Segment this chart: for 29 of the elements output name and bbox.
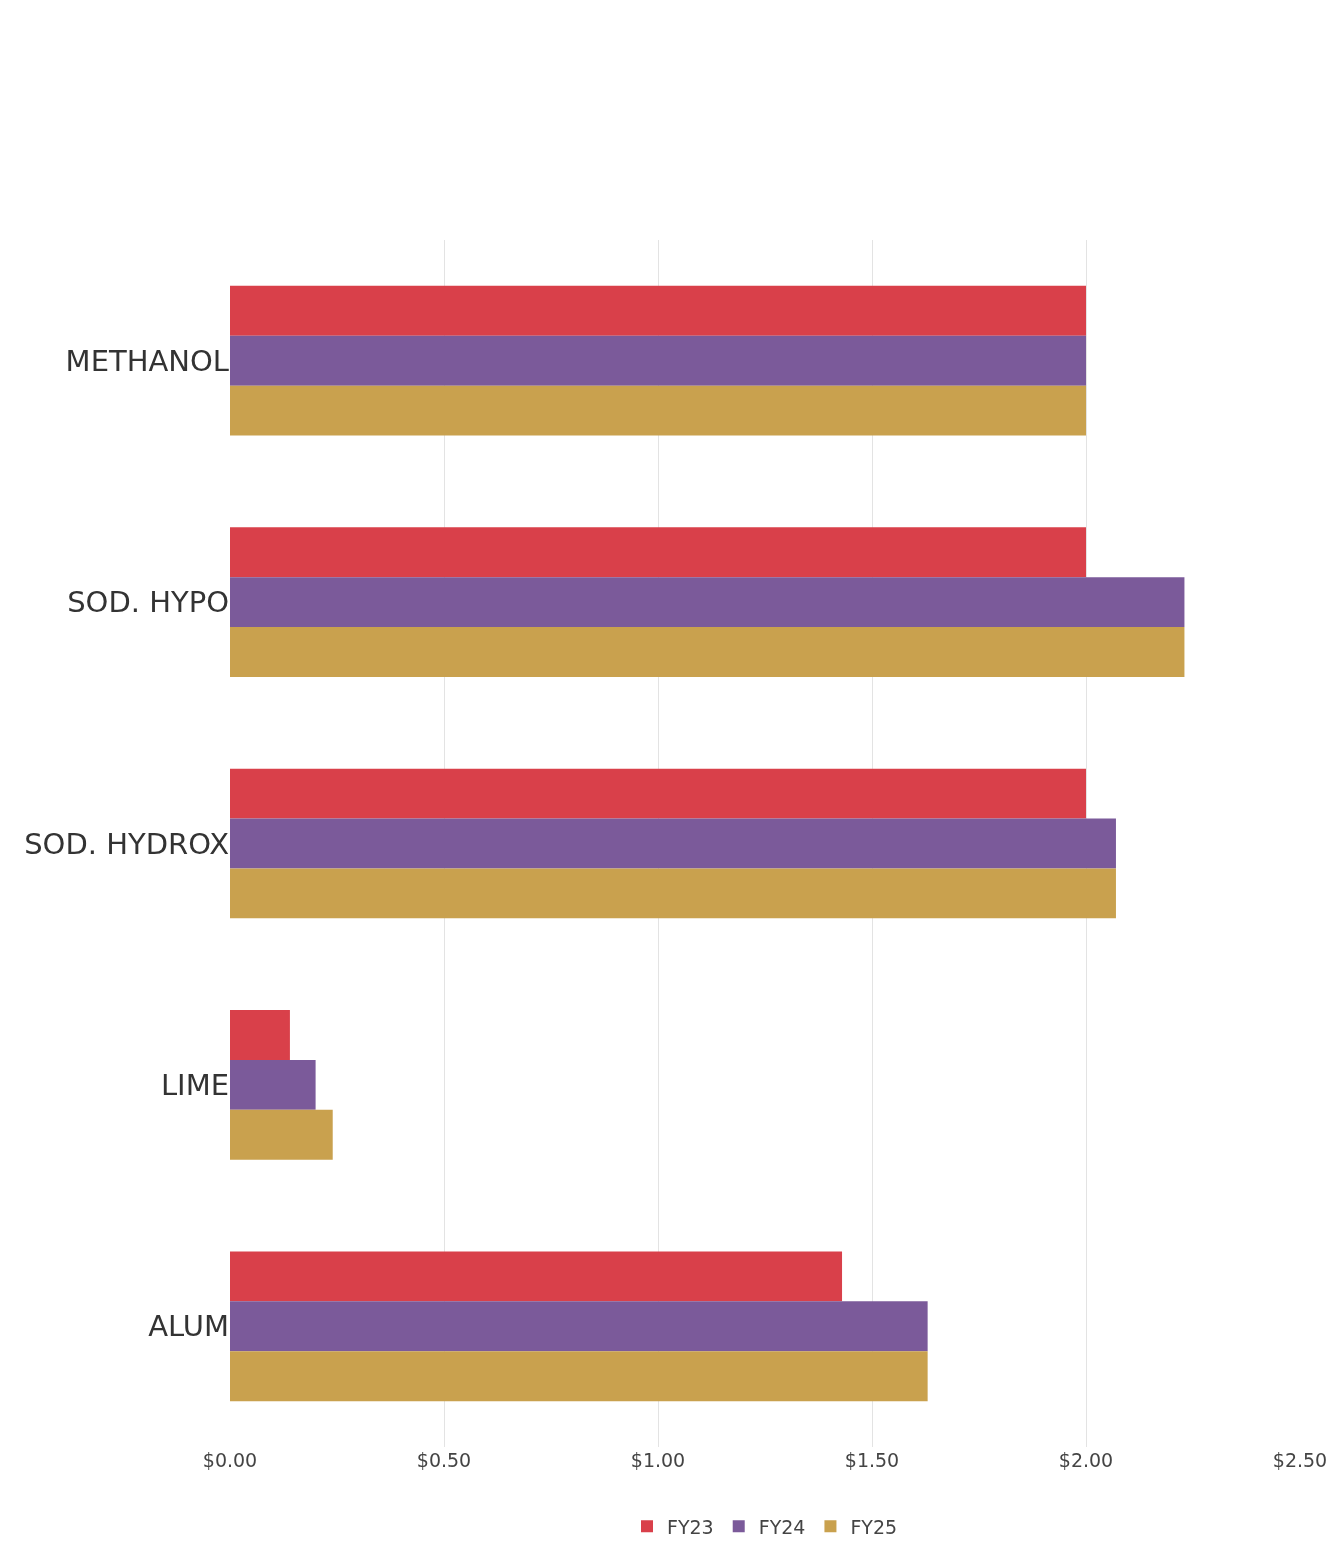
y-tick-label: LIME	[160, 1068, 229, 1103]
bar	[230, 1109, 333, 1160]
bar	[230, 1351, 928, 1402]
bar	[230, 768, 1086, 819]
bar	[230, 1301, 928, 1352]
bar	[230, 1010, 290, 1060]
bar	[230, 868, 1116, 919]
legend-label: FY25	[850, 1515, 898, 1538]
x-tick-label: $1.00	[630, 1449, 686, 1471]
bar	[230, 1251, 843, 1302]
bar	[230, 335, 1086, 386]
bar	[230, 577, 1185, 628]
y-tick-label: ALUM	[148, 1309, 229, 1344]
legend-label: FY23	[667, 1515, 714, 1538]
bar	[230, 285, 1086, 336]
y-tick-label: METHANOL	[65, 343, 229, 378]
bar	[230, 1059, 316, 1110]
x-tick-label: $0.00	[202, 1449, 258, 1471]
y-tick-label: SOD. HYDROX	[24, 826, 229, 861]
x-tick-label: $0.50	[416, 1449, 472, 1471]
x-tick-label: $2.50	[1272, 1449, 1328, 1471]
bar	[230, 385, 1086, 436]
x-tick-label: $2.00	[1058, 1449, 1114, 1471]
bar	[230, 818, 1116, 869]
y-tick-label: SOD. HYPO	[67, 585, 229, 620]
legend-label: FY24	[758, 1515, 806, 1538]
bar	[230, 527, 1086, 578]
x-tick-label: $1.50	[844, 1449, 900, 1471]
bar	[230, 627, 1185, 677]
